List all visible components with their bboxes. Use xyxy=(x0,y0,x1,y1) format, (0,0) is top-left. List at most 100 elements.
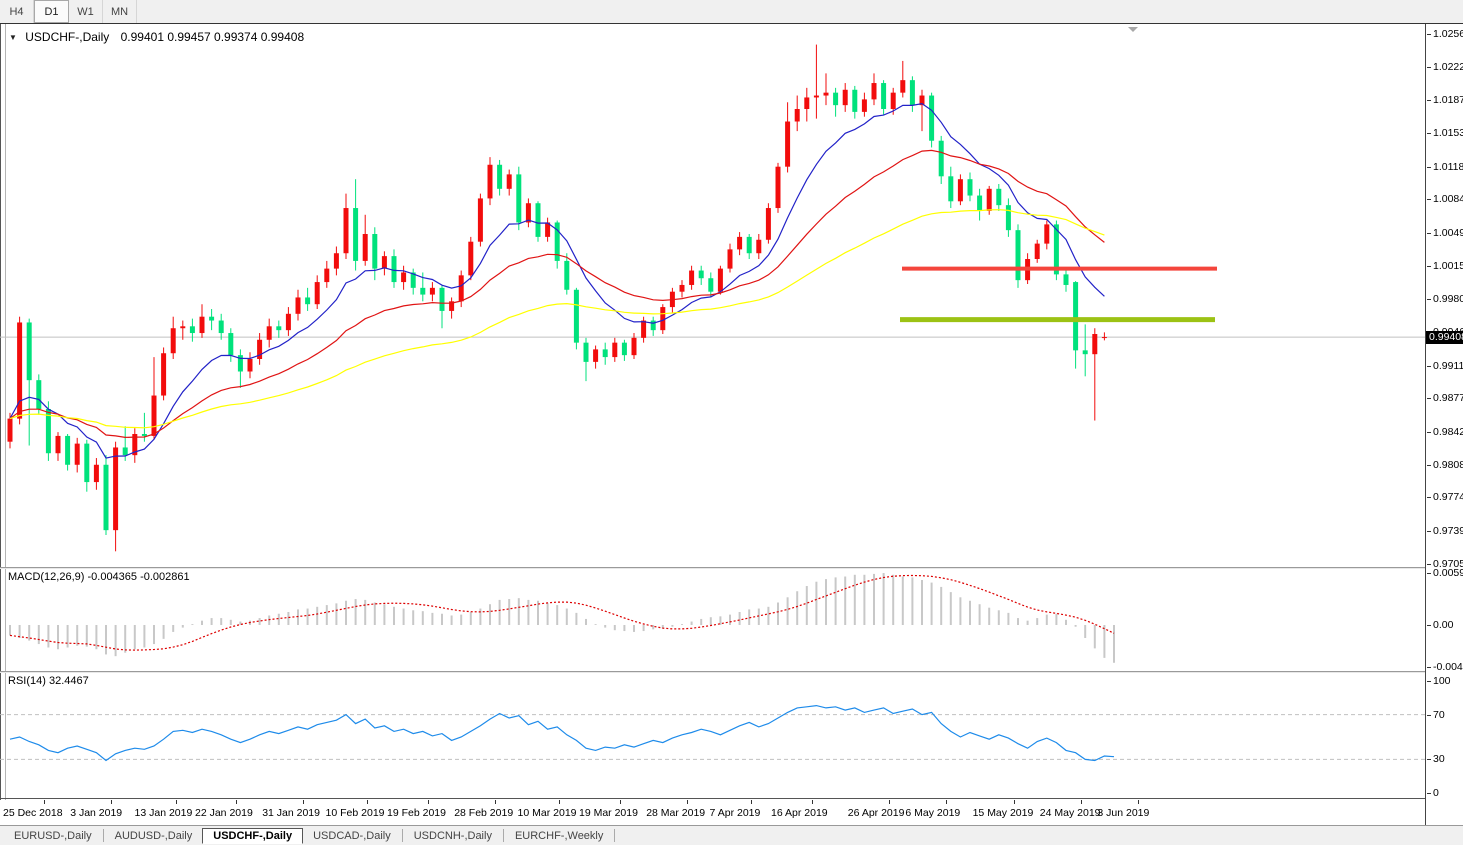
candle-body[interactable] xyxy=(900,80,906,93)
candle-body[interactable] xyxy=(1005,205,1011,231)
candle-body[interactable] xyxy=(909,80,915,106)
candle-body[interactable] xyxy=(391,256,397,283)
ma-fast-line[interactable] xyxy=(9,102,1105,459)
candle-body[interactable] xyxy=(929,95,935,141)
candle-body[interactable] xyxy=(151,395,157,436)
candle-body[interactable] xyxy=(737,236,743,250)
candle-body[interactable] xyxy=(65,435,71,465)
candle-body[interactable] xyxy=(679,284,685,292)
candle-body[interactable] xyxy=(458,275,464,302)
price-axis[interactable]: 0.99408 1.02560 1.02220 1.01870 1.01530 1.01… xyxy=(1426,24,1463,826)
chart-tab-usdchf-daily[interactable]: USDCHF-,Daily xyxy=(202,827,304,844)
candle-body[interactable] xyxy=(717,268,723,292)
candle-body[interactable] xyxy=(209,316,215,321)
candle-body[interactable] xyxy=(967,179,973,196)
candle-body[interactable] xyxy=(410,272,416,288)
candle-body[interactable] xyxy=(295,297,301,314)
candle-body[interactable] xyxy=(372,234,378,269)
candle-body[interactable] xyxy=(161,353,167,396)
candle-body[interactable] xyxy=(228,333,234,356)
candle-body[interactable] xyxy=(7,418,13,442)
candle-body[interactable] xyxy=(957,179,963,202)
candle-body[interactable] xyxy=(756,239,762,254)
candle-body[interactable] xyxy=(1073,282,1079,351)
pane-splitter[interactable] xyxy=(0,567,1425,569)
candle-body[interactable] xyxy=(1092,334,1098,355)
candle-body[interactable] xyxy=(487,164,493,199)
chart-window[interactable]: ▼ USDCHF-,Daily 0.99401 0.99457 0.99374 … xyxy=(0,23,1463,826)
candle-body[interactable] xyxy=(583,342,589,362)
candle-body[interactable] xyxy=(17,322,23,419)
price-pane[interactable] xyxy=(0,27,1425,567)
timeframe-button-mn[interactable]: MN xyxy=(103,0,137,23)
candle-body[interactable] xyxy=(333,253,339,269)
timeframe-button-d1[interactable]: D1 xyxy=(34,0,69,23)
candle-body[interactable] xyxy=(977,195,983,211)
candle-body[interactable] xyxy=(1101,337,1107,339)
candle-body[interactable] xyxy=(305,297,311,305)
candle-body[interactable] xyxy=(170,328,176,354)
candle-body[interactable] xyxy=(996,188,1002,206)
candle-body[interactable] xyxy=(180,326,186,329)
candle-body[interactable] xyxy=(93,464,99,483)
candle-body[interactable] xyxy=(823,92,829,96)
candle-body[interactable] xyxy=(113,447,119,531)
candle-body[interactable] xyxy=(871,83,877,100)
candle-body[interactable] xyxy=(746,236,752,254)
candle-body[interactable] xyxy=(708,278,714,292)
candle-body[interactable] xyxy=(285,313,291,331)
candle-body[interactable] xyxy=(257,339,263,359)
candle-body[interactable] xyxy=(621,342,627,356)
candle-body[interactable] xyxy=(1082,350,1088,355)
candle-body[interactable] xyxy=(381,256,387,269)
candle-body[interactable] xyxy=(593,349,599,362)
candle-body[interactable] xyxy=(26,322,32,381)
candle-body[interactable] xyxy=(650,320,656,331)
candle-body[interactable] xyxy=(794,109,800,122)
candle-body[interactable] xyxy=(535,203,541,237)
chart-tab-usdcnh-daily[interactable]: USDCNH-,Daily xyxy=(413,829,492,842)
candle-body[interactable] xyxy=(938,140,944,177)
candle-body[interactable] xyxy=(631,337,637,356)
candle-body[interactable] xyxy=(353,208,359,261)
candle-body[interactable] xyxy=(74,443,80,465)
candle-body[interactable] xyxy=(660,307,666,331)
candle-body[interactable] xyxy=(698,270,704,279)
candle-body[interactable] xyxy=(881,83,887,109)
candle-body[interactable] xyxy=(612,342,618,358)
candle-body[interactable] xyxy=(468,241,474,276)
chart-tab-usdcad-daily[interactable]: USDCAD-,Daily xyxy=(313,829,391,842)
candle-body[interactable] xyxy=(314,282,320,305)
candle-body[interactable] xyxy=(84,443,90,483)
candle-body[interactable] xyxy=(1044,224,1050,244)
candle-body[interactable] xyxy=(55,435,61,454)
candle-body[interactable] xyxy=(237,355,243,372)
pane-splitter[interactable] xyxy=(0,671,1425,673)
candle-body[interactable] xyxy=(602,349,608,358)
candle-body[interactable] xyxy=(324,268,330,283)
candle-body[interactable] xyxy=(833,92,839,106)
candle-body[interactable] xyxy=(266,326,272,340)
macd-pane[interactable] xyxy=(0,569,1425,671)
candle-body[interactable] xyxy=(276,326,282,331)
candle-body[interactable] xyxy=(1053,224,1059,275)
candle-body[interactable] xyxy=(429,287,435,295)
candle-body[interactable] xyxy=(45,409,51,454)
candle-body[interactable] xyxy=(516,174,522,223)
candle-body[interactable] xyxy=(842,89,848,106)
candle-body[interactable] xyxy=(218,320,224,334)
candle-body[interactable] xyxy=(852,89,858,112)
candle-body[interactable] xyxy=(919,95,925,106)
candle-body[interactable] xyxy=(36,380,42,409)
candle-body[interactable] xyxy=(554,222,560,261)
candle-body[interactable] xyxy=(785,121,791,167)
candle-body[interactable] xyxy=(948,176,954,202)
candle-body[interactable] xyxy=(813,95,819,98)
candle-body[interactable] xyxy=(343,208,349,254)
candle-body[interactable] xyxy=(1063,274,1069,285)
candle-body[interactable] xyxy=(199,316,205,334)
candle-body[interactable] xyxy=(122,447,128,456)
candle-body[interactable] xyxy=(401,272,407,283)
candle-body[interactable] xyxy=(986,188,992,211)
candle-body[interactable] xyxy=(103,464,109,531)
